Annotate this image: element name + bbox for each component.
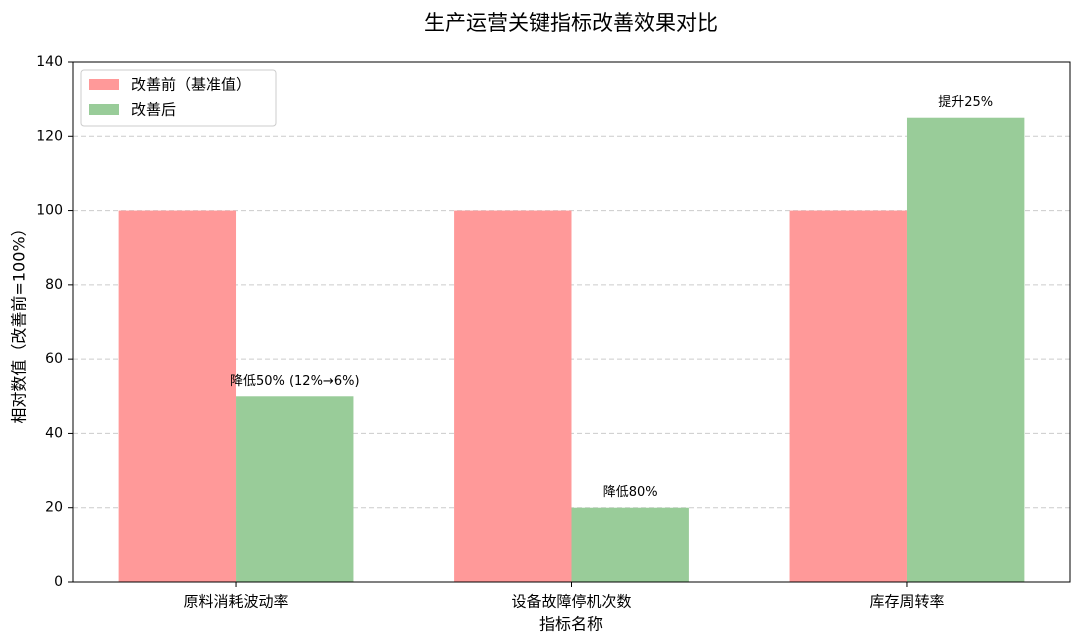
x-tick-label: 库存周转率 — [869, 593, 944, 611]
legend-label: 改善后 — [131, 101, 176, 119]
legend-box — [80, 69, 277, 127]
chart-title: 生产运营关键指标改善效果对比 — [424, 11, 718, 35]
y-tick-label: 40 — [45, 425, 63, 441]
legend-swatch — [89, 79, 119, 90]
x-axis-label: 指标名称 — [539, 615, 603, 634]
y-tick-label: 100 — [36, 203, 63, 219]
y-tick-label: 120 — [36, 128, 63, 144]
y-tick-label: 60 — [45, 351, 63, 367]
y-axis-label: 相对数值（改善前=100%） — [10, 220, 29, 423]
legend-swatch — [89, 104, 119, 115]
bar-annotation: 降低80% — [603, 485, 658, 500]
bar — [454, 210, 572, 583]
x-tick-label: 设备故障停机次数 — [511, 593, 631, 611]
legend-label: 改善前（基准值） — [131, 76, 251, 94]
bar — [789, 210, 907, 583]
bar-annotation: 提升25% — [938, 94, 993, 110]
plot-frame — [72, 61, 1071, 583]
y-tick-label: 0 — [54, 574, 63, 590]
y-tick-label: 20 — [45, 500, 63, 516]
bar — [236, 396, 354, 582]
x-tick-label: 原料消耗波动率 — [184, 593, 289, 611]
bar — [571, 507, 689, 582]
bar-annotation: 降低50% (12%→6%) — [230, 374, 360, 389]
y-tick-label: 140 — [36, 54, 63, 70]
bar — [118, 210, 237, 583]
y-tick-label: 80 — [45, 277, 63, 293]
bar — [906, 117, 1025, 582]
